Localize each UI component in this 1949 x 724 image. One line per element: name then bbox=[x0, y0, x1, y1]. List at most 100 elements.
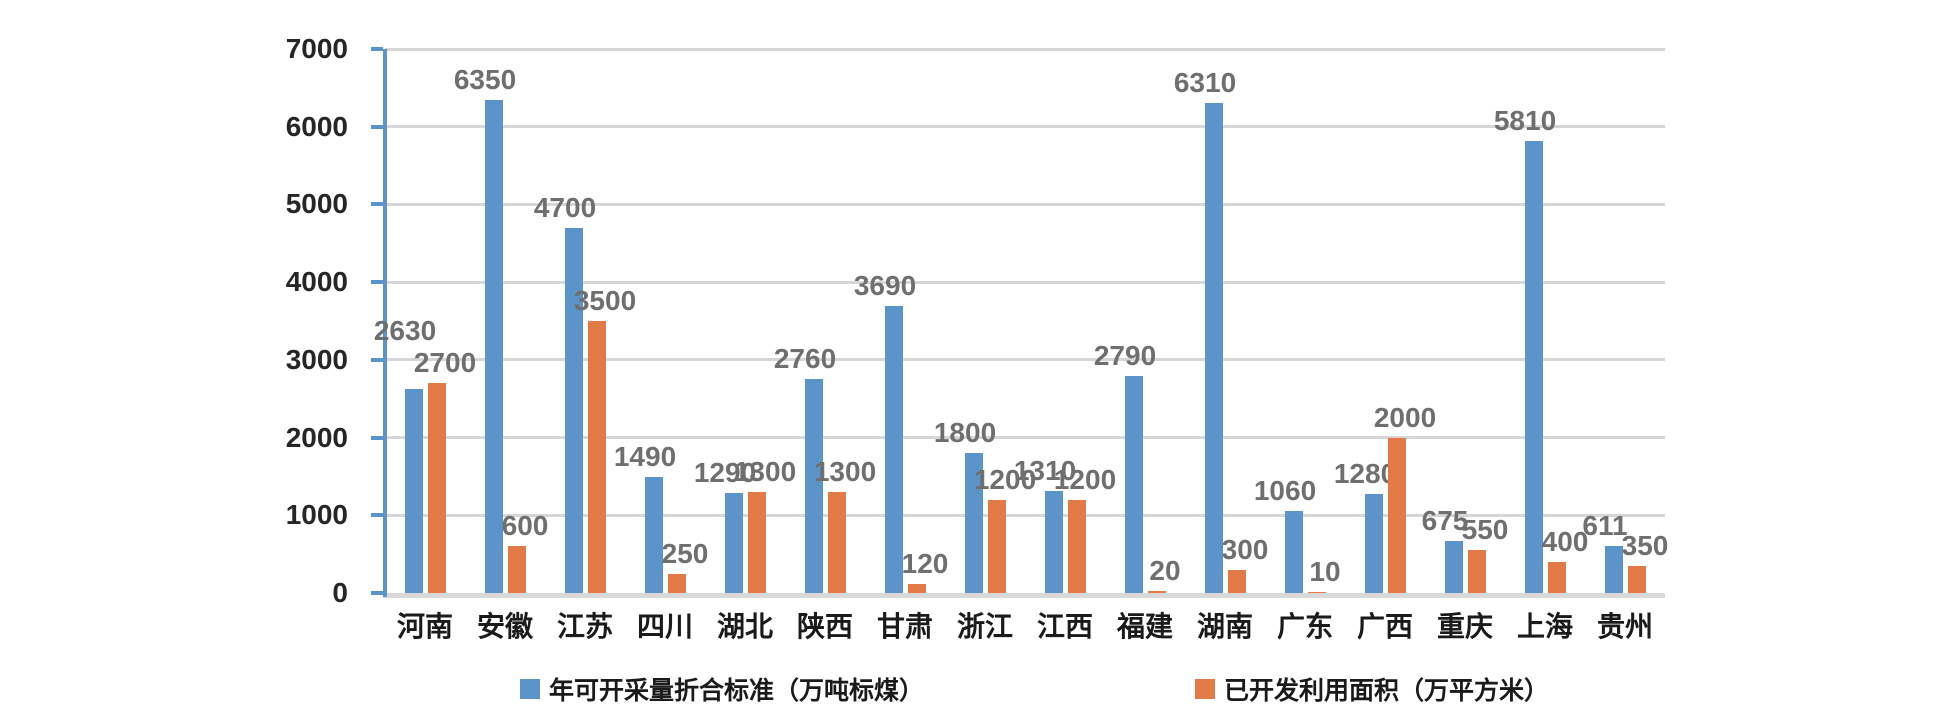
legend-swatch-series1 bbox=[1195, 679, 1215, 699]
bar-广西-series0 bbox=[1364, 493, 1383, 593]
bar-安徽-series1 bbox=[507, 546, 526, 593]
data-label-河南-series0: 2630 bbox=[373, 314, 437, 346]
bar-四川-series1 bbox=[667, 573, 686, 593]
data-label-湖南-series1: 300 bbox=[1221, 533, 1269, 565]
data-label-福建-series1: 20 bbox=[1149, 555, 1181, 587]
y-axis-label-2000: 2000 bbox=[285, 421, 348, 453]
data-label-上海-series1: 400 bbox=[1541, 525, 1589, 557]
category-label-浙江: 浙江 bbox=[956, 611, 1014, 642]
category-label-广东: 广东 bbox=[1276, 611, 1334, 642]
data-label-重庆-series1: 550 bbox=[1461, 514, 1509, 546]
y-axis-tick-7000 bbox=[371, 47, 383, 51]
gridline-7000 bbox=[385, 47, 1665, 51]
gridline-4000 bbox=[385, 280, 1665, 284]
bar-湖南-series1 bbox=[1227, 569, 1246, 593]
y-axis-label-4000: 4000 bbox=[285, 266, 348, 298]
bar-贵州-series1 bbox=[1627, 565, 1646, 593]
bar-河南-series1 bbox=[427, 383, 446, 593]
bar-福建-series1 bbox=[1147, 591, 1166, 593]
legend-item-series1: 已开发利用面积（万平方米） bbox=[1195, 674, 1550, 705]
legend-label-series1: 已开发利用面积（万平方米） bbox=[1224, 677, 1550, 705]
category-label-四川: 四川 bbox=[636, 611, 694, 642]
bar-湖南-series0 bbox=[1204, 102, 1223, 593]
gridline-1000 bbox=[385, 513, 1665, 517]
y-axis-label-7000: 7000 bbox=[285, 33, 348, 64]
y-axis-label-6000: 6000 bbox=[285, 110, 348, 142]
data-label-浙江-series1: 1200 bbox=[973, 463, 1037, 495]
data-label-四川-series0: 1490 bbox=[613, 441, 677, 473]
data-label-广东-series1: 10 bbox=[1309, 556, 1341, 588]
data-label-甘肃-series1: 120 bbox=[901, 547, 949, 579]
category-label-贵州: 贵州 bbox=[1596, 611, 1654, 642]
category-label-湖南: 湖南 bbox=[1196, 611, 1254, 642]
bar-江苏-series0 bbox=[564, 227, 583, 593]
data-label-湖北-series0: 1290 bbox=[693, 456, 757, 488]
data-label-安徽-series1: 600 bbox=[501, 510, 549, 542]
bar-河南-series0 bbox=[404, 388, 423, 593]
category-label-江西: 江西 bbox=[1036, 611, 1094, 642]
bar-甘肃-series0 bbox=[884, 306, 903, 593]
y-axis-tick-2000 bbox=[371, 435, 383, 440]
data-label-浙江-series0: 1800 bbox=[933, 417, 997, 449]
gridline-2000 bbox=[385, 436, 1665, 440]
data-label-福建-series0: 2790 bbox=[1093, 340, 1157, 372]
data-label-贵州-series1: 350 bbox=[1621, 529, 1669, 561]
data-label-江西-series1: 1200 bbox=[1053, 463, 1117, 495]
y-axis-tick-0 bbox=[371, 591, 383, 595]
y-axis-label-5000: 5000 bbox=[285, 188, 348, 220]
data-label-广西-series0: 1280 bbox=[1333, 457, 1397, 489]
bar-上海-series1 bbox=[1547, 561, 1566, 593]
bar-陕西-series0 bbox=[804, 378, 823, 593]
category-label-福建: 福建 bbox=[1116, 611, 1174, 642]
bar-浙江-series0 bbox=[964, 453, 983, 593]
category-label-上海: 上海 bbox=[1516, 611, 1574, 642]
data-label-江苏-series1: 3500 bbox=[573, 285, 637, 316]
category-label-广西: 广西 bbox=[1356, 611, 1414, 642]
y-axis-tick-1000 bbox=[371, 513, 383, 518]
legend-label-series0: 年可开采量折合标准（万吨标煤） bbox=[549, 677, 925, 705]
data-label-河南-series1: 2700 bbox=[413, 347, 477, 379]
bar-陕西-series1 bbox=[827, 491, 846, 593]
bar-贵州-series0 bbox=[1604, 545, 1623, 593]
y-axis-label-3000: 3000 bbox=[285, 343, 348, 375]
y-axis-tick-6000 bbox=[371, 124, 383, 129]
legend-swatch-series0 bbox=[520, 679, 540, 699]
bar-广西-series1 bbox=[1387, 437, 1406, 593]
bar-重庆-series0 bbox=[1444, 540, 1463, 593]
data-label-四川-series1: 250 bbox=[661, 537, 709, 569]
gridline-3000 bbox=[385, 358, 1665, 362]
data-label-贵州-series0: 611 bbox=[1582, 509, 1628, 541]
data-label-上海-series0: 5810 bbox=[1493, 105, 1557, 137]
y-axis-tick-4000 bbox=[371, 280, 383, 285]
bar-江苏-series1 bbox=[587, 321, 606, 593]
bar-湖北-series0 bbox=[724, 492, 743, 593]
data-label-陕西-series1: 1300 bbox=[813, 455, 877, 487]
y-axis-tick-3000 bbox=[371, 357, 383, 362]
bar-广东-series1 bbox=[1307, 592, 1326, 594]
bar-甘肃-series1 bbox=[907, 583, 926, 593]
y-axis-label-1000: 1000 bbox=[285, 499, 348, 531]
bar-福建-series0 bbox=[1124, 376, 1143, 593]
bar-湖北-series1 bbox=[747, 491, 766, 593]
category-label-甘肃: 甘肃 bbox=[876, 611, 934, 642]
data-label-甘肃-series0: 3690 bbox=[853, 270, 917, 302]
category-label-陕西: 陕西 bbox=[796, 611, 854, 642]
category-label-重庆: 重庆 bbox=[1436, 611, 1494, 642]
bar-浙江-series1 bbox=[987, 499, 1006, 593]
data-label-广东-series0: 1060 bbox=[1253, 474, 1317, 506]
data-label-江西-series0: 1310 bbox=[1013, 455, 1077, 487]
legend-item-series0: 年可开采量折合标准（万吨标煤） bbox=[520, 674, 925, 705]
gridline-6000 bbox=[385, 125, 1665, 129]
bar-重庆-series1 bbox=[1467, 550, 1486, 593]
bar-江西-series0 bbox=[1044, 491, 1063, 593]
x-axis-line bbox=[383, 593, 1665, 598]
data-label-重庆-series0: 675 bbox=[1421, 504, 1469, 536]
bar-上海-series0 bbox=[1524, 141, 1543, 593]
y-axis-tick-5000 bbox=[371, 202, 383, 207]
category-label-江苏: 江苏 bbox=[556, 611, 614, 642]
category-label-湖北: 湖北 bbox=[716, 611, 774, 642]
gridline-5000 bbox=[385, 202, 1665, 206]
bar-四川-series0 bbox=[644, 477, 663, 593]
data-label-广西-series1: 2000 bbox=[1373, 401, 1437, 433]
